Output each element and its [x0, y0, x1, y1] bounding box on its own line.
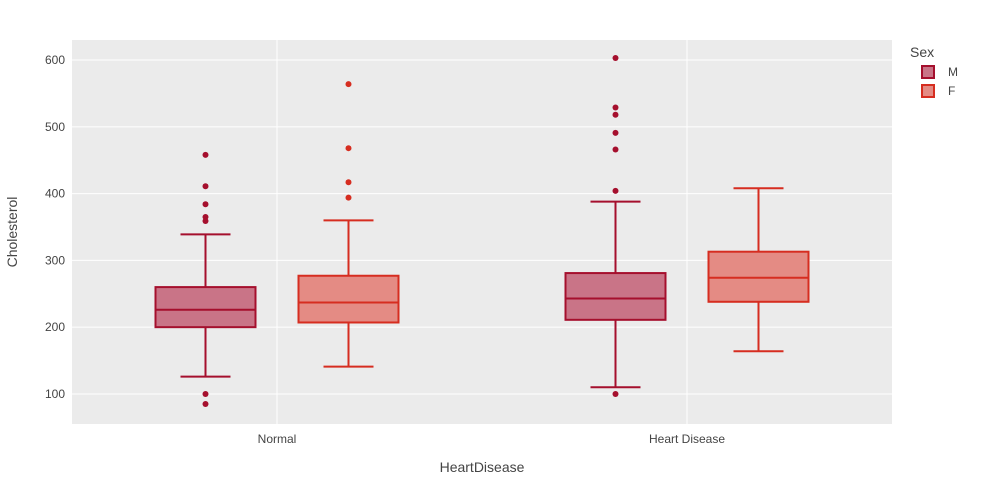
legend-swatch — [921, 84, 935, 98]
outlier-point — [345, 81, 352, 88]
y-tick-label: 100 — [45, 387, 65, 401]
legend-title: Sex — [910, 44, 934, 60]
outlier-point — [612, 390, 619, 397]
outlier-point — [612, 146, 619, 153]
plot-background — [72, 40, 892, 424]
outlier-point — [612, 129, 619, 136]
legend-item-f[interactable]: F — [921, 84, 955, 98]
box-iqr — [707, 250, 810, 303]
outlier-point — [345, 179, 352, 186]
legend-swatch — [921, 65, 935, 79]
outlier-point — [345, 145, 352, 152]
outlier-point — [202, 217, 209, 224]
box-m-heart-disease — [564, 55, 667, 397]
box-iqr — [297, 274, 400, 324]
box-f-heart-disease — [707, 187, 810, 353]
legend[interactable]: Sex MF — [910, 44, 958, 98]
outlier-point — [202, 201, 209, 208]
y-tick-label: 200 — [45, 320, 65, 334]
outlier-point — [612, 111, 619, 118]
outlier-point — [612, 187, 619, 194]
outlier-point — [202, 390, 209, 397]
x-tick-label: Normal — [258, 432, 297, 446]
outlier-point — [202, 151, 209, 158]
y-axis-title: Cholesterol — [4, 197, 20, 268]
legend-label: F — [948, 84, 955, 98]
x-tick-labels: Normal Heart Disease — [258, 432, 726, 446]
box-traces[interactable] — [154, 55, 810, 407]
y-tick-label: 300 — [45, 253, 65, 267]
outlier-point — [202, 183, 209, 190]
box-iqr — [564, 272, 667, 321]
legend-item-m[interactable]: M — [921, 65, 958, 79]
y-tick-labels: 100 200 300 400 500 600 — [45, 53, 65, 401]
x-axis-title: HeartDisease — [440, 459, 525, 475]
y-tick-label: 600 — [45, 53, 65, 67]
y-tick-label: 400 — [45, 187, 65, 201]
box-iqr — [154, 286, 257, 329]
box-f-normal — [297, 81, 400, 368]
outlier-point — [612, 55, 619, 62]
outlier-point — [345, 194, 352, 201]
box-m-normal — [154, 151, 257, 407]
outlier-point — [202, 400, 209, 407]
outlier-point — [612, 104, 619, 111]
x-tick-label: Heart Disease — [649, 432, 725, 446]
y-tick-label: 500 — [45, 120, 65, 134]
legend-label: M — [948, 65, 958, 79]
